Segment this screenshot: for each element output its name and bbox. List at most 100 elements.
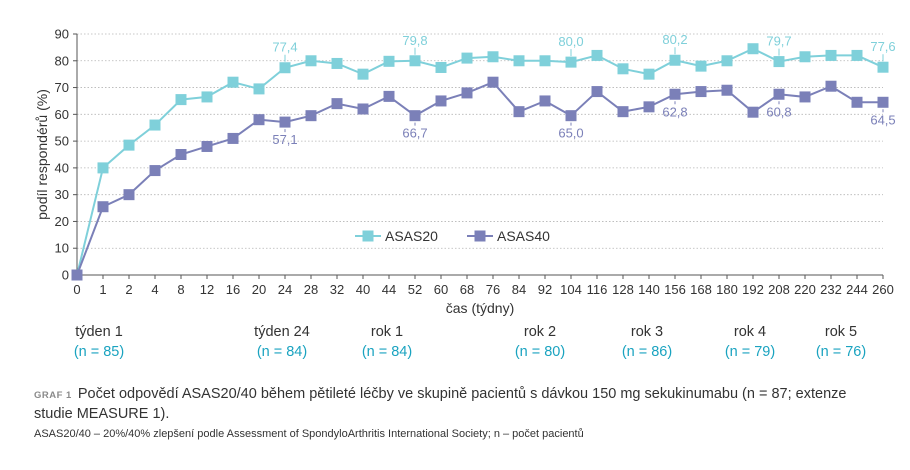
y-tick-label: 90 — [55, 27, 69, 42]
x-tick-label: 68 — [460, 282, 474, 297]
marker-asas20 — [773, 56, 785, 68]
marker-asas40 — [799, 91, 811, 103]
marker-asas20 — [331, 57, 343, 69]
x-tick-label: 140 — [638, 282, 660, 297]
data-label: 79,8 — [402, 33, 427, 48]
x-tick-label: 1 — [99, 282, 106, 297]
marker-asas20 — [695, 60, 707, 72]
period-n: (n = 76) — [815, 344, 867, 360]
marker-asas20 — [227, 76, 239, 88]
marker-asas40 — [695, 86, 707, 98]
marker-asas20 — [851, 49, 863, 61]
marker-asas20 — [123, 139, 135, 151]
marker-asas20 — [149, 119, 161, 131]
x-axis-title: čas (týdny) — [446, 300, 514, 316]
marker-asas40 — [279, 116, 291, 128]
axes — [73, 33, 884, 279]
marker-asas40 — [175, 149, 187, 160]
marker-asas40 — [409, 110, 421, 122]
y-tick-label: 80 — [55, 53, 69, 68]
data-label: 62,8 — [662, 104, 687, 119]
period-name: týden 1 — [75, 324, 123, 340]
marker-asas40 — [539, 95, 551, 107]
footnote: ASAS20/40 – 20%/40% zlepšení podle Asses… — [34, 428, 584, 440]
x-tick-label: 2 — [125, 282, 132, 297]
marker-asas20 — [721, 55, 733, 67]
x-tick-label: 104 — [560, 282, 582, 297]
marker-asas20 — [175, 94, 187, 106]
marker-asas20 — [747, 43, 759, 55]
period-label: rok 4 (n = 79) — [700, 322, 800, 362]
legend-marker-asas40 — [474, 230, 486, 242]
period-label: rok 5 (n = 76) — [791, 322, 891, 362]
marker-asas20 — [357, 68, 369, 80]
x-tick-label: 192 — [742, 282, 764, 297]
marker-asas40 — [591, 86, 603, 98]
marker-asas20 — [513, 55, 525, 67]
x-tick-label: 244 — [846, 282, 868, 297]
y-tick-label: 10 — [55, 241, 69, 256]
marker-asas20 — [487, 51, 499, 63]
legend-marker-asas20 — [362, 230, 374, 242]
x-tick-label: 4 — [151, 282, 158, 297]
x-tick-label: 44 — [382, 282, 396, 297]
marker-asas40 — [253, 114, 265, 126]
marker-asas40 — [721, 84, 733, 96]
data-label: 80,0 — [558, 34, 583, 49]
period-name: rok 4 — [733, 324, 767, 340]
y-tick-label: 30 — [55, 187, 69, 202]
x-tick-label: 52 — [408, 282, 422, 297]
legend: ASAS20 ASAS40 — [355, 228, 550, 244]
marker-asas20 — [461, 52, 473, 64]
legend-label-asas20: ASAS20 — [385, 228, 438, 244]
marker-asas40 — [825, 80, 837, 92]
marker-asas20 — [565, 56, 577, 68]
series-markers — [71, 43, 889, 281]
marker-asas40 — [877, 96, 889, 108]
x-tick-label: 32 — [330, 282, 344, 297]
marker-asas20 — [539, 55, 551, 67]
data-label: 77,6 — [870, 39, 895, 54]
x-tick-labels: 0 1 2 4 8 12 16 20 24 28 32 40 44 52 60 68 76 84 92 104 116 1… — [73, 282, 893, 297]
marker-asas20 — [643, 68, 655, 80]
marker-asas40 — [227, 132, 239, 144]
x-tick-label: 84 — [512, 282, 526, 297]
marker-asas40 — [461, 87, 473, 99]
y-tick-label: 20 — [55, 214, 69, 229]
data-labels: 77,4 79,8 80,0 80,2 79,7 77,6 57,1 66,7 65,0 62,8… — [272, 32, 895, 147]
marker-asas20 — [409, 55, 421, 67]
marker-asas40 — [123, 189, 135, 201]
marker-asas40 — [149, 165, 161, 177]
x-tick-label: 208 — [768, 282, 790, 297]
marker-asas40 — [487, 76, 499, 88]
marker-asas40 — [747, 106, 759, 118]
marker-asas40 — [773, 88, 785, 100]
period-n: (n = 84) — [256, 344, 308, 360]
marker-asas40 — [617, 106, 629, 118]
marker-asas40 — [513, 106, 525, 118]
legend-label-asas40: ASAS40 — [497, 228, 550, 244]
x-tick-label: 156 — [664, 282, 686, 297]
marker-asas40 — [851, 96, 863, 108]
x-tick-label: 20 — [252, 282, 266, 297]
grid-lines — [77, 33, 883, 249]
period-label: týden 1 (n = 85) — [49, 322, 149, 362]
period-n: (n = 85) — [73, 344, 125, 360]
period-name: rok 1 — [370, 324, 404, 340]
x-tick-label: 24 — [278, 282, 292, 297]
x-tick-label: 28 — [304, 282, 318, 297]
data-label: 64,5 — [870, 112, 895, 127]
figure-caption: GRAF 1 Počet odpovědí ASAS20/40 během pět… — [34, 385, 884, 424]
data-label: 57,1 — [272, 132, 297, 147]
marker-asas40 — [71, 269, 83, 281]
data-label: 66,7 — [402, 126, 427, 141]
marker-asas40 — [383, 90, 395, 102]
period-label: rok 3 (n = 86) — [597, 322, 697, 362]
marker-asas40 — [357, 103, 369, 115]
marker-asas20 — [435, 61, 447, 73]
marker-asas20 — [201, 91, 213, 103]
marker-asas40 — [435, 95, 447, 107]
y-tick-label: 70 — [55, 80, 69, 95]
y-tick-label: 50 — [55, 134, 69, 149]
